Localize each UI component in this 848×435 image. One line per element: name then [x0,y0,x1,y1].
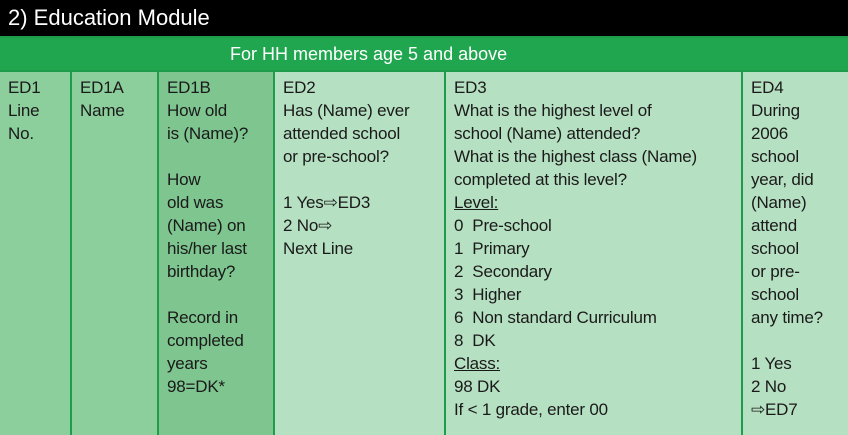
paragraph: ED1B How old is (Name)? [167,76,273,145]
paragraph: ED1A Name [80,76,157,122]
text-line: 98=DK* [167,377,225,396]
text-line: his/her last [167,239,247,258]
paragraph: ED3 What is the highest level of school (N… [454,76,741,421]
text-line: 1 Yes⇨ED3 [283,193,371,212]
text-line: 6 Non standard Curriculum [454,308,657,327]
text-line: 98 DK [454,377,501,396]
text-line: or pre-school? [283,147,389,166]
paragraph: 1 Yes 2 No ⇨ED7 [751,352,848,421]
text-line: attended school [283,124,401,143]
text-line: 2006 [751,124,789,143]
text-line: Name [80,101,125,120]
text-line: school [751,147,799,166]
paragraph: ED1 Line No. [8,76,70,145]
column: ED2 Has (Name) ever attended school or pre-… [273,72,444,435]
text-line: year, did [751,170,814,189]
text-line: No. [8,124,34,143]
text-line: any time? [751,308,823,327]
text-line: completed [167,331,244,350]
text-line: school [751,239,799,258]
text-line: 1 Primary [454,239,530,258]
paragraph: How old was (Name) on his/her last birthday? [167,168,273,283]
text-line: (Name) [751,193,807,212]
text-line: During [751,101,800,120]
text-line: Has (Name) ever [283,101,410,120]
paragraph: 1 Yes⇨ED3 2 No⇨ Next Line [283,191,444,260]
text-line: 0 Pre-school [454,216,552,235]
text-line: 2 Secondary [454,262,552,281]
text-line: How old [167,101,228,120]
paragraph: ED2 Has (Name) ever attended school or pre-… [283,76,444,168]
text-line: ED1B [167,78,211,97]
text-line: How [167,170,201,189]
text-line: ⇨ED7 [751,400,798,419]
banner: For HH members age 5 and above [0,38,848,70]
column: ED1B How old is (Name)? How old was (Name) on… [157,72,273,435]
text-line: 1 Yes [751,354,792,373]
text-line: years [167,354,208,373]
text-line: attend [751,216,798,235]
text-line: ED1 [8,78,41,97]
text-line: Level: [454,193,499,212]
text-line: 3 Higher [454,285,522,304]
text-line: is (Name)? [167,124,249,143]
text-line: or pre- [751,262,800,281]
paragraph: Record in completed years 98=DK* [167,306,273,398]
text-line: Next Line [283,239,354,258]
text-line: (Name) on [167,216,246,235]
text-line: completed at this level? [454,170,627,189]
text-line: Class: [454,354,501,373]
text-line: What is the highest level of [454,101,652,120]
text-line: ED3 [454,78,487,97]
text-line: 8 DK [454,331,496,350]
text-line: If < 1 grade, enter 00 [454,400,608,419]
column: ED1A Name [70,72,157,435]
column: ED4 During 2006 school year, did (Name) attend… [741,72,848,435]
text-line: ED1A [80,78,124,97]
text-line: old was [167,193,224,212]
text-line: school [751,285,799,304]
text-line: school (Name) attended? [454,124,641,143]
text-line: ED4 [751,78,784,97]
text-line: 2 No [751,377,787,396]
text-line: 2 No⇨ [283,216,333,235]
column: ED3 What is the highest level of school (N… [444,72,741,435]
paragraph: ED4 During 2006 school year, did (Name) attend… [751,76,848,329]
column: ED1 Line No. [0,72,70,435]
text-line: ED2 [283,78,316,97]
text-line: What is the highest class (Name) [454,147,698,166]
text-line: birthday? [167,262,236,281]
text-line: Record in [167,308,238,327]
text-line: Line [8,101,40,120]
module-title: 2) Education Module [0,0,848,36]
